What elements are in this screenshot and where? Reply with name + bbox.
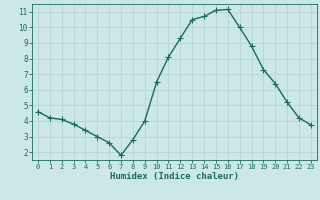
X-axis label: Humidex (Indice chaleur): Humidex (Indice chaleur)	[110, 172, 239, 181]
